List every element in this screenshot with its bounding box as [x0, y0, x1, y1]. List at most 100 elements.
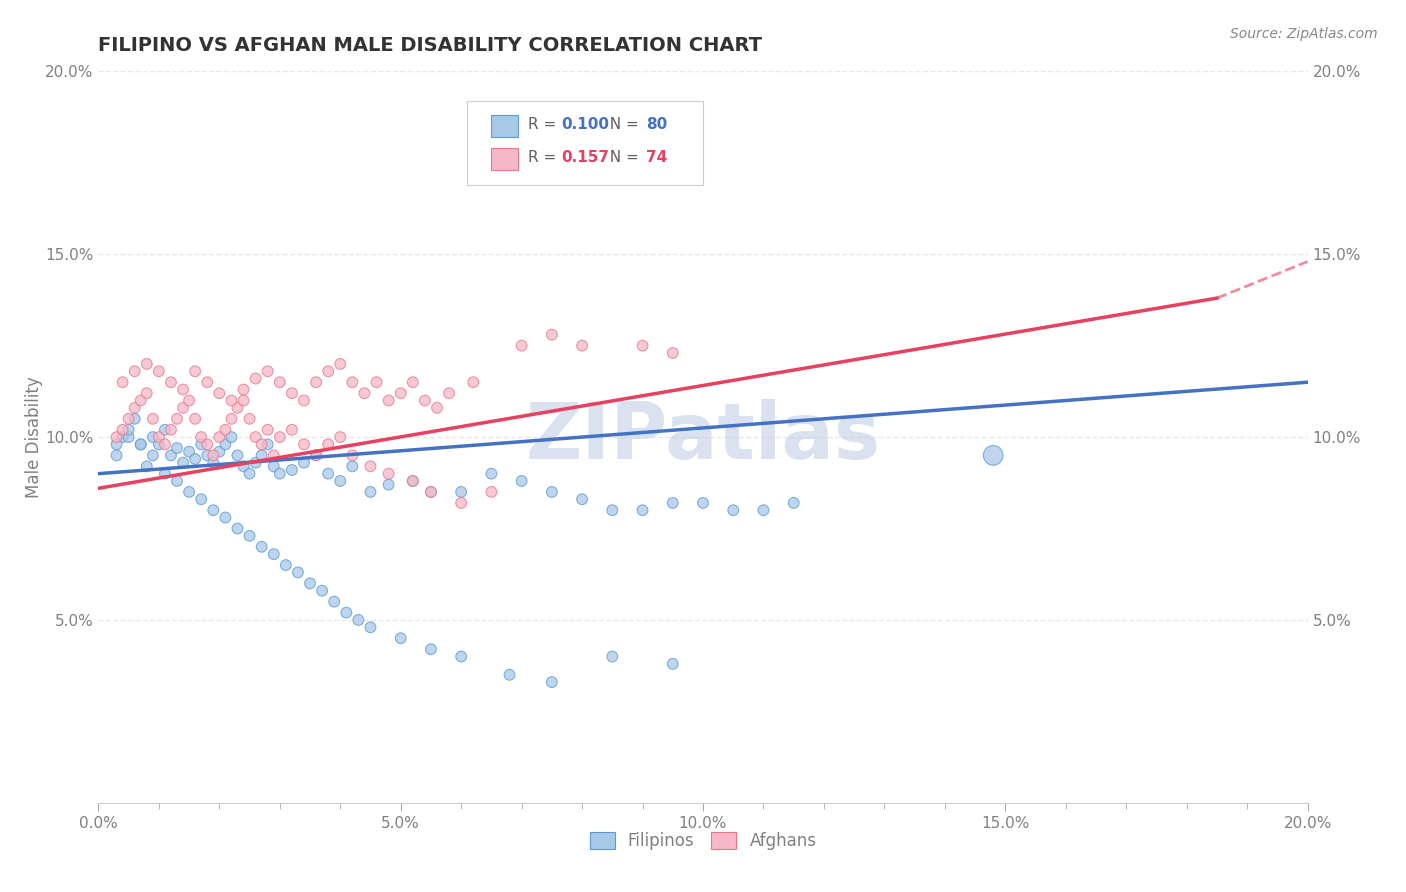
Point — [160, 423, 183, 437]
Point — [172, 456, 194, 470]
Point — [263, 459, 285, 474]
Point — [148, 364, 170, 378]
Point — [299, 576, 322, 591]
Point — [420, 485, 443, 500]
Text: 0.157: 0.157 — [561, 150, 610, 165]
Point — [184, 412, 207, 426]
Point — [142, 448, 165, 462]
Point — [402, 474, 425, 488]
Point — [208, 444, 231, 458]
Point — [571, 338, 593, 352]
Point — [281, 423, 304, 437]
Point — [752, 503, 775, 517]
Point — [166, 412, 188, 426]
Y-axis label: Male Disability: Male Disability — [25, 376, 44, 498]
Point — [269, 375, 291, 389]
Point — [342, 448, 364, 462]
Point — [661, 346, 683, 360]
Point — [226, 401, 249, 415]
Point — [426, 401, 449, 415]
Point — [329, 430, 352, 444]
Point — [661, 496, 683, 510]
Point — [540, 675, 562, 690]
Point — [402, 375, 425, 389]
Point — [153, 423, 176, 437]
FancyBboxPatch shape — [492, 115, 517, 137]
Point — [292, 437, 315, 451]
Point — [232, 459, 254, 474]
Point — [631, 503, 654, 517]
Point — [463, 375, 485, 389]
Point — [239, 467, 262, 481]
Point — [221, 412, 243, 426]
Point — [118, 423, 141, 437]
Point — [160, 375, 183, 389]
Point — [723, 503, 745, 517]
Point — [195, 375, 218, 389]
Point — [263, 448, 285, 462]
Point — [105, 430, 128, 444]
Point — [256, 437, 278, 451]
Point — [329, 357, 352, 371]
Point — [269, 430, 291, 444]
Point — [661, 657, 683, 671]
Point — [195, 437, 218, 451]
Point — [437, 386, 460, 401]
Point — [274, 558, 297, 573]
Point — [250, 448, 273, 462]
Point — [214, 510, 236, 524]
Point — [540, 327, 562, 342]
Point — [329, 474, 352, 488]
Point — [377, 467, 399, 481]
Point — [111, 430, 134, 444]
Point — [172, 401, 194, 415]
Text: 80: 80 — [647, 117, 668, 132]
Point — [353, 386, 375, 401]
Point — [160, 448, 183, 462]
Point — [166, 474, 188, 488]
Point — [202, 456, 225, 470]
Point — [202, 448, 225, 462]
Point — [142, 430, 165, 444]
Point — [292, 393, 315, 408]
Point — [498, 667, 520, 681]
Point — [172, 383, 194, 397]
Point — [129, 393, 152, 408]
Point — [631, 338, 654, 352]
Point — [148, 437, 170, 451]
Point — [323, 594, 346, 608]
Point — [269, 467, 291, 481]
Point — [179, 444, 201, 458]
Point — [783, 496, 806, 510]
Point — [195, 448, 218, 462]
Text: R =: R = — [527, 150, 561, 165]
Point — [413, 393, 436, 408]
Point — [184, 364, 207, 378]
Point — [305, 448, 328, 462]
Point — [124, 412, 146, 426]
Point — [124, 401, 146, 415]
Text: 0.100: 0.100 — [561, 117, 610, 132]
Point — [226, 448, 249, 462]
Point — [389, 386, 412, 401]
Point — [118, 430, 141, 444]
Point — [232, 393, 254, 408]
Point — [190, 437, 212, 451]
Point — [481, 467, 503, 481]
Point — [245, 371, 267, 385]
Point — [377, 477, 399, 491]
Point — [250, 437, 273, 451]
Point — [111, 423, 134, 437]
Point — [316, 437, 339, 451]
Point — [450, 649, 472, 664]
Point — [226, 521, 249, 535]
Point — [208, 386, 231, 401]
Point — [179, 485, 201, 500]
Point — [510, 338, 533, 352]
Point — [292, 456, 315, 470]
Point — [208, 430, 231, 444]
Point — [153, 467, 176, 481]
Text: N =: N = — [600, 150, 644, 165]
Point — [256, 364, 278, 378]
Point — [342, 459, 364, 474]
